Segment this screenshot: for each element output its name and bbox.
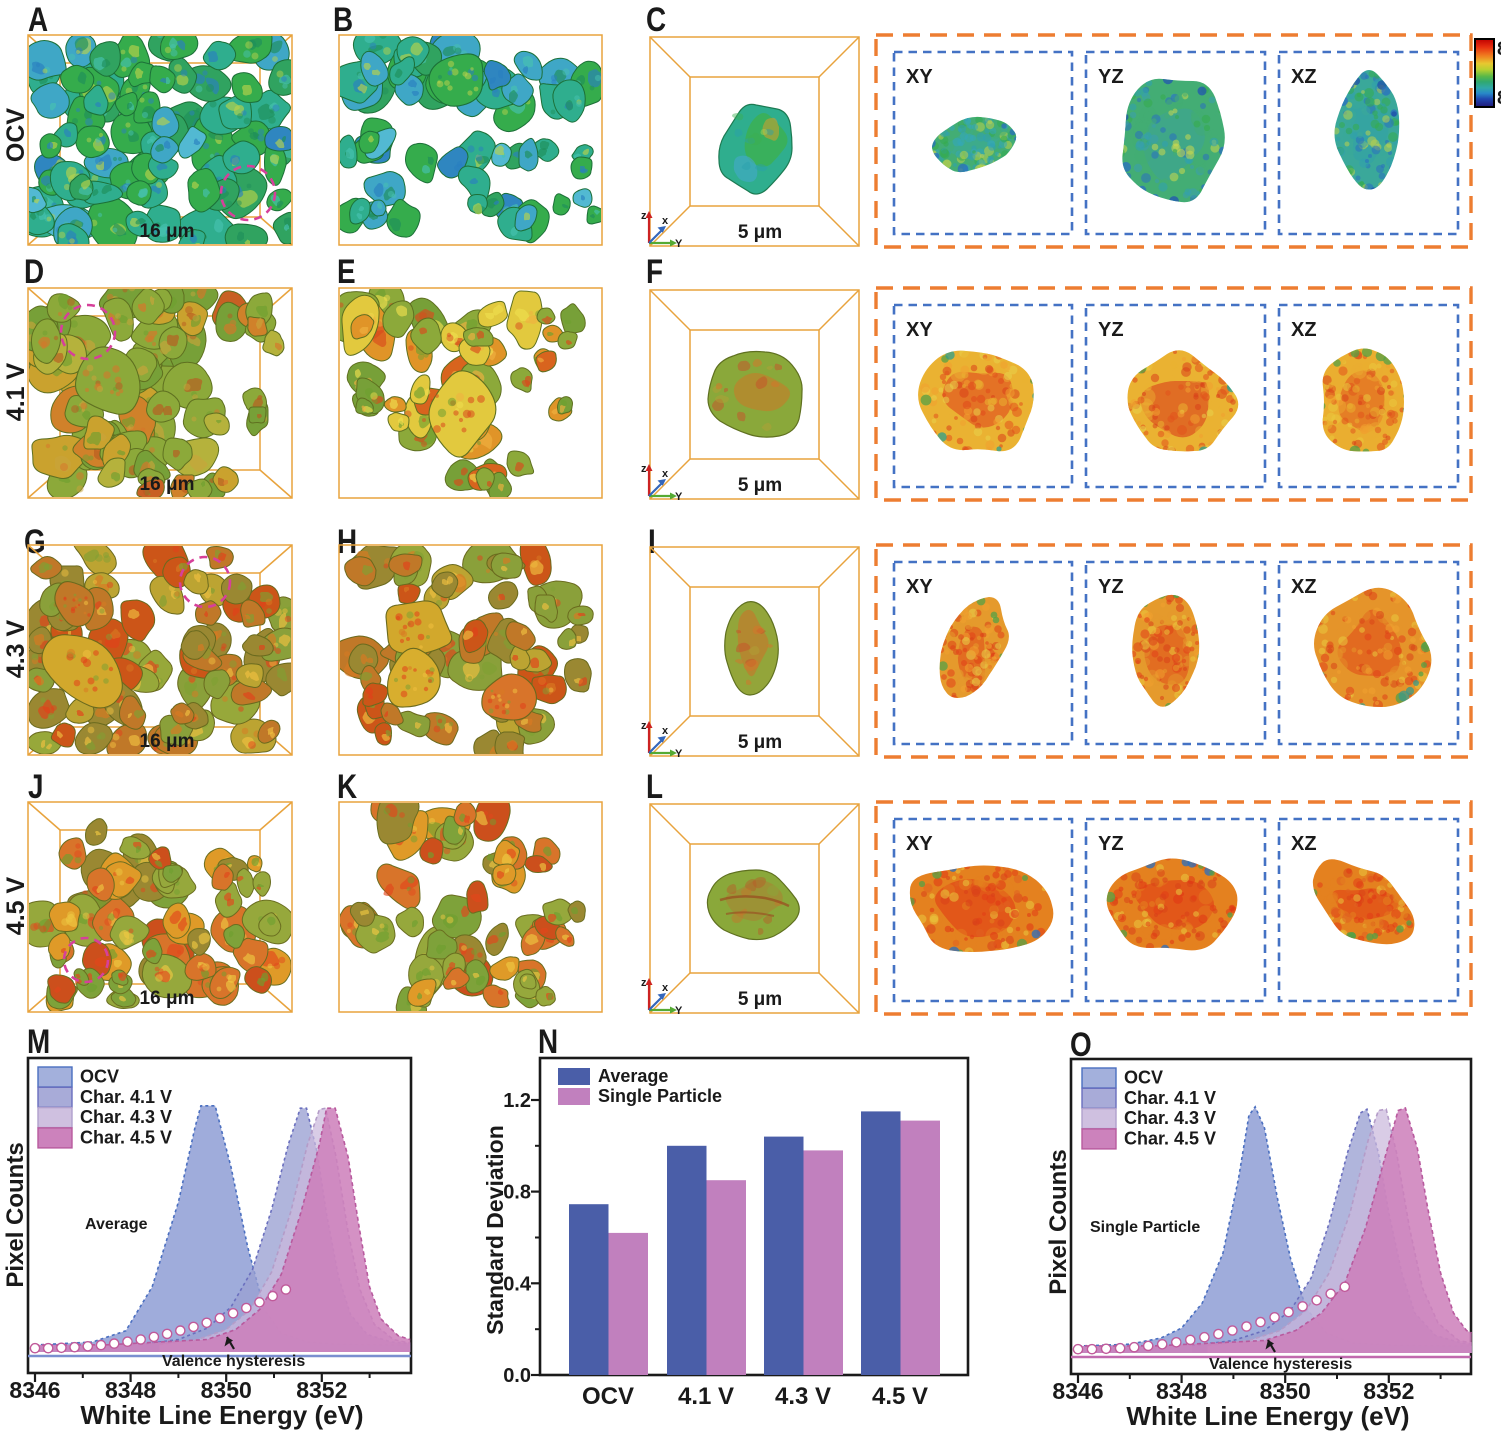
svg-text:XY: XY <box>906 576 933 598</box>
svg-text:Single Particle: Single Particle <box>598 1086 722 1106</box>
svg-text:Standard Deviation: Standard Deviation <box>482 1125 508 1335</box>
svg-text:5 μm: 5 μm <box>738 222 782 243</box>
svg-text:Char. 4.5 V: Char. 4.5 V <box>80 1127 172 1147</box>
svg-text:O: O <box>1070 1025 1092 1063</box>
svg-text:8: 8 <box>1497 39 1501 60</box>
svg-text:0.0: 0.0 <box>503 1365 531 1387</box>
svg-text:8346: 8346 <box>1052 1378 1103 1404</box>
svg-text:1.2: 1.2 <box>503 1090 531 1112</box>
svg-text:OCV: OCV <box>582 1383 634 1410</box>
svg-text:N: N <box>538 1022 558 1060</box>
svg-text:OCV: OCV <box>2 108 30 163</box>
svg-text:H: H <box>337 522 357 560</box>
svg-text:4.3 V: 4.3 V <box>2 619 30 678</box>
svg-text:Pixel Counts: Pixel Counts <box>1045 1149 1072 1294</box>
svg-text:L: L <box>646 767 663 805</box>
svg-text:White Line Energy (eV): White Line Energy (eV) <box>80 1400 363 1430</box>
svg-text:XZ: XZ <box>1291 833 1317 855</box>
svg-text:16 μm: 16 μm <box>140 221 195 242</box>
svg-text:z: z <box>641 977 647 989</box>
svg-text:z: z <box>641 463 647 475</box>
svg-text:Char. 4.5 V: Char. 4.5 V <box>1124 1128 1216 1148</box>
svg-text:Pixel Counts: Pixel Counts <box>2 1142 29 1287</box>
svg-text:z: z <box>641 210 647 222</box>
svg-text:8352: 8352 <box>1363 1378 1414 1404</box>
svg-text:0.4: 0.4 <box>503 1273 532 1295</box>
svg-text:Char. 4.1 V: Char. 4.1 V <box>80 1087 172 1107</box>
svg-text:Valence hysteresis: Valence hysteresis <box>162 1353 305 1370</box>
svg-text:G: G <box>24 522 46 560</box>
svg-text:OCV: OCV <box>80 1067 119 1087</box>
svg-text:OCV: OCV <box>1124 1068 1163 1088</box>
svg-text:8346: 8346 <box>9 1377 60 1403</box>
svg-text:5 μm: 5 μm <box>738 989 782 1010</box>
svg-text:z: z <box>641 720 647 732</box>
svg-text:M: M <box>27 1022 50 1060</box>
svg-text:XY: XY <box>906 319 933 341</box>
svg-text:C: C <box>646 0 666 38</box>
svg-text:8350: 8350 <box>201 1377 252 1403</box>
svg-text:I: I <box>648 522 656 560</box>
svg-text:4.5 V: 4.5 V <box>2 876 30 935</box>
svg-text:4.1 V: 4.1 V <box>678 1383 734 1410</box>
svg-text:4.3 V: 4.3 V <box>775 1383 831 1410</box>
svg-text:XY: XY <box>906 833 933 855</box>
svg-text:x: x <box>662 982 669 994</box>
svg-text:16 μm: 16 μm <box>140 731 195 752</box>
svg-text:Y: Y <box>675 238 683 250</box>
svg-text:8348: 8348 <box>105 1377 156 1403</box>
svg-text:A: A <box>28 0 48 38</box>
svg-text:Y: Y <box>675 1005 683 1017</box>
svg-text:J: J <box>28 767 44 805</box>
svg-text:Char. 4.3 V: Char. 4.3 V <box>80 1107 172 1127</box>
svg-text:0.8: 0.8 <box>503 1182 531 1204</box>
svg-text:Single Particle: Single Particle <box>1090 1219 1200 1236</box>
svg-text:K: K <box>337 767 358 805</box>
svg-text:Char. 4.3 V: Char. 4.3 V <box>1124 1108 1216 1128</box>
svg-text:x: x <box>662 725 669 737</box>
svg-text:E: E <box>337 252 356 290</box>
svg-text:Valence hysteresis: Valence hysteresis <box>1209 1356 1352 1373</box>
svg-text:16 μm: 16 μm <box>140 474 195 495</box>
svg-text:Average: Average <box>598 1066 668 1086</box>
svg-text:XZ: XZ <box>1291 576 1317 598</box>
svg-text:4.5 V: 4.5 V <box>872 1383 928 1410</box>
svg-text:D: D <box>24 252 44 290</box>
svg-text:F: F <box>646 252 663 290</box>
svg-text:Average: Average <box>85 1216 148 1233</box>
svg-text:4.1 V: 4.1 V <box>2 362 30 421</box>
svg-text:YZ: YZ <box>1098 576 1124 598</box>
svg-text:Y: Y <box>675 748 683 760</box>
svg-text:16 μm: 16 μm <box>140 988 195 1009</box>
svg-text:x: x <box>662 215 669 227</box>
svg-text:8350: 8350 <box>1260 1378 1311 1404</box>
svg-text:XY: XY <box>906 66 933 88</box>
svg-text:8352: 8352 <box>296 1377 347 1403</box>
svg-text:B: B <box>333 0 353 38</box>
svg-text:8: 8 <box>1497 88 1501 109</box>
svg-text:8348: 8348 <box>1156 1378 1207 1404</box>
svg-text:YZ: YZ <box>1098 66 1124 88</box>
svg-text:YZ: YZ <box>1098 319 1124 341</box>
svg-text:XZ: XZ <box>1291 319 1317 341</box>
svg-text:x: x <box>662 468 669 480</box>
svg-text:XZ: XZ <box>1291 66 1317 88</box>
svg-text:White Line Energy (eV): White Line Energy (eV) <box>1126 1401 1409 1431</box>
svg-text:5 μm: 5 μm <box>738 475 782 496</box>
svg-text:YZ: YZ <box>1098 833 1124 855</box>
svg-text:5 μm: 5 μm <box>738 732 782 753</box>
svg-text:Char. 4.1 V: Char. 4.1 V <box>1124 1088 1216 1108</box>
svg-text:Y: Y <box>675 491 683 503</box>
